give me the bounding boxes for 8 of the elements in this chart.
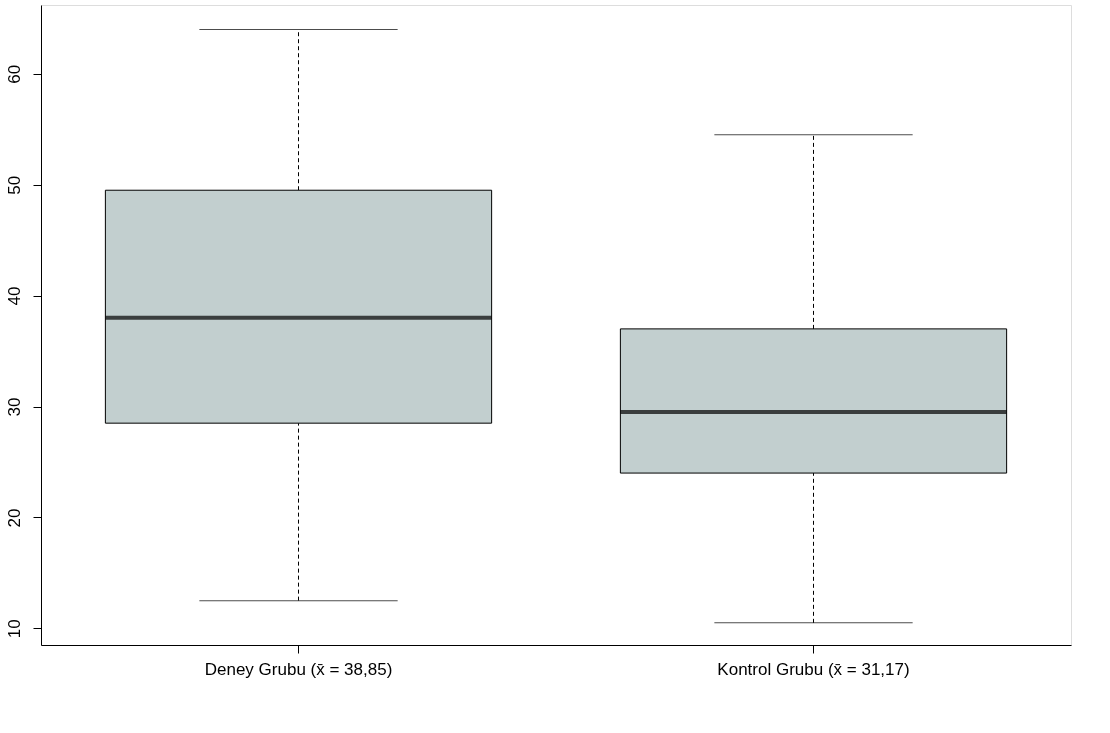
y-tick-label: 40 bbox=[4, 286, 24, 306]
y-tick-label: 10 bbox=[4, 619, 24, 639]
x-tick-label: Deney Grubu (x̄ = 38,85) bbox=[204, 659, 393, 679]
y-tick-label: 50 bbox=[4, 175, 24, 195]
x-tick-label: Kontrol Grubu (x̄ = 31,17) bbox=[717, 659, 910, 679]
y-tick-label: 30 bbox=[4, 397, 24, 417]
y-tick-label: 60 bbox=[4, 64, 24, 84]
y-tick-label: 20 bbox=[4, 508, 24, 528]
